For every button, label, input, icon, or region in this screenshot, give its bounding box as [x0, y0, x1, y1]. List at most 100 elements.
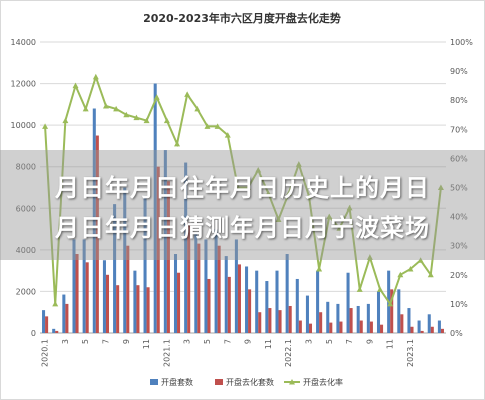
bar-opened — [376, 291, 381, 333]
legend: 开盘套数 开盘去化套数 开盘去化率 — [150, 377, 343, 387]
bar-opened — [133, 270, 137, 333]
bar-opened — [407, 308, 411, 333]
x-tick-label: 11 — [386, 339, 395, 349]
x-tick-label: 9 — [365, 339, 374, 344]
bar-opened — [224, 256, 228, 333]
bar-sold — [187, 222, 191, 333]
bar-sold — [207, 278, 211, 333]
rate-point — [184, 91, 191, 97]
rate-point — [427, 271, 434, 278]
rate-point — [255, 167, 262, 173]
rate-point — [366, 254, 373, 260]
bar-sold — [75, 254, 79, 333]
x-tick-label: 5 — [203, 339, 212, 344]
bar-opened — [123, 187, 127, 333]
watermark-banner: 月日年月日往年月日历史上的月日 月日年月日猜测年月日月宁波菜场 — [0, 150, 485, 260]
bar-opened — [214, 229, 218, 333]
rate-point — [316, 265, 323, 272]
bar-opened — [437, 320, 441, 333]
rate-point — [285, 190, 292, 196]
bar-sold — [136, 285, 140, 333]
bar-opened — [102, 260, 106, 333]
rate-point — [143, 117, 150, 124]
rate-point — [194, 105, 201, 112]
left-tick-label: 10000 — [11, 121, 36, 130]
right-tick-label: 0% — [450, 329, 463, 338]
rate-point — [72, 82, 79, 89]
x-tick-label: 7 — [345, 339, 354, 344]
rate-point — [305, 193, 312, 199]
left-tick-label: 4000 — [16, 246, 36, 255]
bar-sold — [420, 330, 424, 333]
bar-sold — [319, 312, 323, 333]
bar-opened — [163, 150, 167, 333]
bar-sold — [390, 289, 394, 333]
banner-line-2: 月日年月日猜测年月日月宁波菜场 — [55, 214, 430, 242]
bar-opened — [143, 195, 147, 333]
rate-point — [407, 265, 414, 272]
rate-point — [82, 105, 89, 112]
rate-point — [214, 123, 221, 129]
bar-sold — [65, 303, 69, 333]
left-tick-label: 2000 — [16, 287, 36, 296]
bar-opened — [72, 239, 76, 333]
rate-point — [204, 123, 211, 129]
x-tick-label: 2021.1 — [162, 339, 171, 367]
x-tick-label: 9 — [244, 339, 253, 344]
bar-sold — [349, 308, 353, 333]
bar-opened — [255, 270, 259, 333]
x-tick-label: 9 — [122, 339, 131, 344]
rate-point — [163, 117, 170, 124]
bar-sold — [45, 316, 49, 333]
left-tick-label: 0 — [31, 329, 36, 338]
x-tick-label: 3 — [304, 339, 313, 344]
rate-point — [102, 103, 109, 109]
bar-sold — [85, 262, 89, 333]
rate-point — [52, 300, 59, 307]
rate-point — [336, 225, 343, 231]
gridlines — [40, 41, 446, 334]
rate-point — [356, 286, 363, 292]
x-tick-label: 5 — [325, 339, 334, 344]
right-tick-label: 20% — [450, 271, 468, 280]
rate-point — [346, 204, 353, 211]
rate-point — [387, 300, 394, 307]
right-tick-label: 10% — [450, 300, 468, 309]
right-tick-label: 30% — [450, 242, 468, 251]
bar-opened — [295, 278, 299, 333]
left-tick-label: 8000 — [16, 163, 36, 172]
rate-point — [62, 117, 69, 124]
rate-line — [42, 73, 444, 307]
right-tick-label: 60% — [450, 154, 468, 163]
bar-sold — [430, 326, 434, 333]
bar-opened — [194, 233, 198, 333]
rate-point — [295, 161, 302, 167]
bar-sold — [166, 181, 170, 333]
bar-opened — [234, 239, 238, 333]
left-tick-label: 6000 — [16, 204, 36, 213]
bar-opened — [366, 303, 370, 333]
bar-opened — [153, 83, 157, 333]
rate-point — [245, 184, 252, 190]
rate-point — [234, 184, 241, 190]
bar-sold — [440, 328, 444, 333]
x-tick-label: 11 — [142, 339, 151, 349]
bar-sold — [126, 245, 130, 333]
bar-sold — [237, 264, 241, 333]
right-tick-label: 70% — [450, 125, 468, 134]
bar-opened — [275, 270, 279, 333]
legend-label: 开盘去化套数 — [226, 377, 274, 387]
bar-sold — [55, 330, 59, 333]
bar-sold — [339, 321, 343, 333]
bar-sold — [380, 324, 384, 333]
bar-sold — [400, 314, 404, 333]
bar-sold — [288, 305, 292, 333]
rate-point — [42, 123, 49, 129]
bar-opened — [316, 270, 320, 333]
bar-opened — [326, 301, 330, 333]
rate-point — [153, 94, 160, 100]
bar-opened — [62, 294, 66, 333]
legend-swatch — [150, 379, 158, 385]
